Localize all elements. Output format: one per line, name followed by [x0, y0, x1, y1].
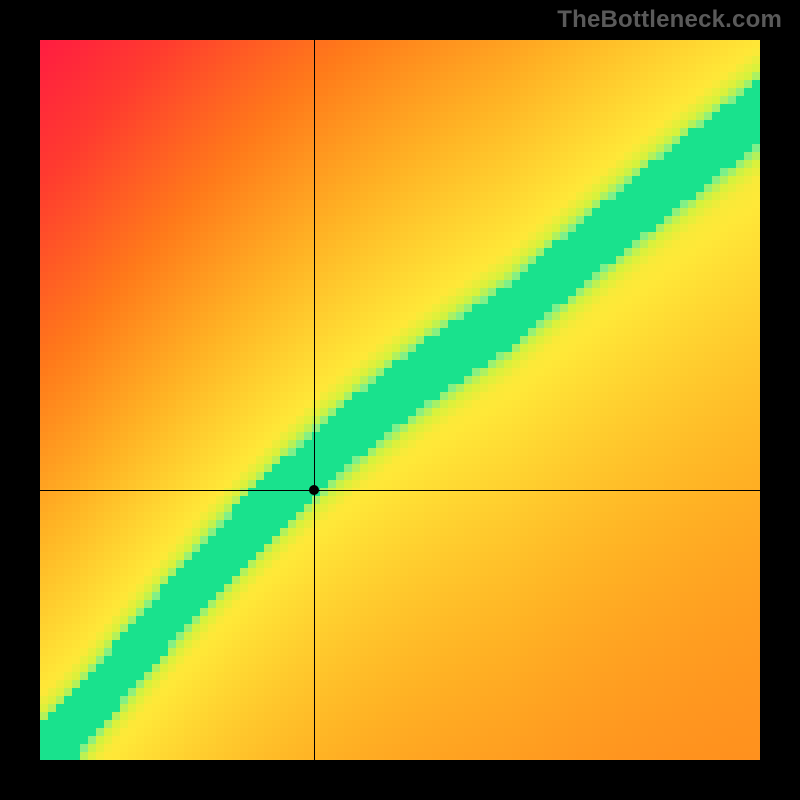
crosshair-vertical	[314, 40, 315, 760]
chart-container: { "watermark": "TheBottleneck.com", "cha…	[0, 0, 800, 800]
crosshair-horizontal	[40, 490, 760, 491]
watermark-text: TheBottleneck.com	[557, 6, 782, 34]
heatmap-plot	[40, 40, 760, 760]
heatmap-canvas	[40, 40, 760, 760]
crosshair-marker-dot	[309, 485, 319, 495]
